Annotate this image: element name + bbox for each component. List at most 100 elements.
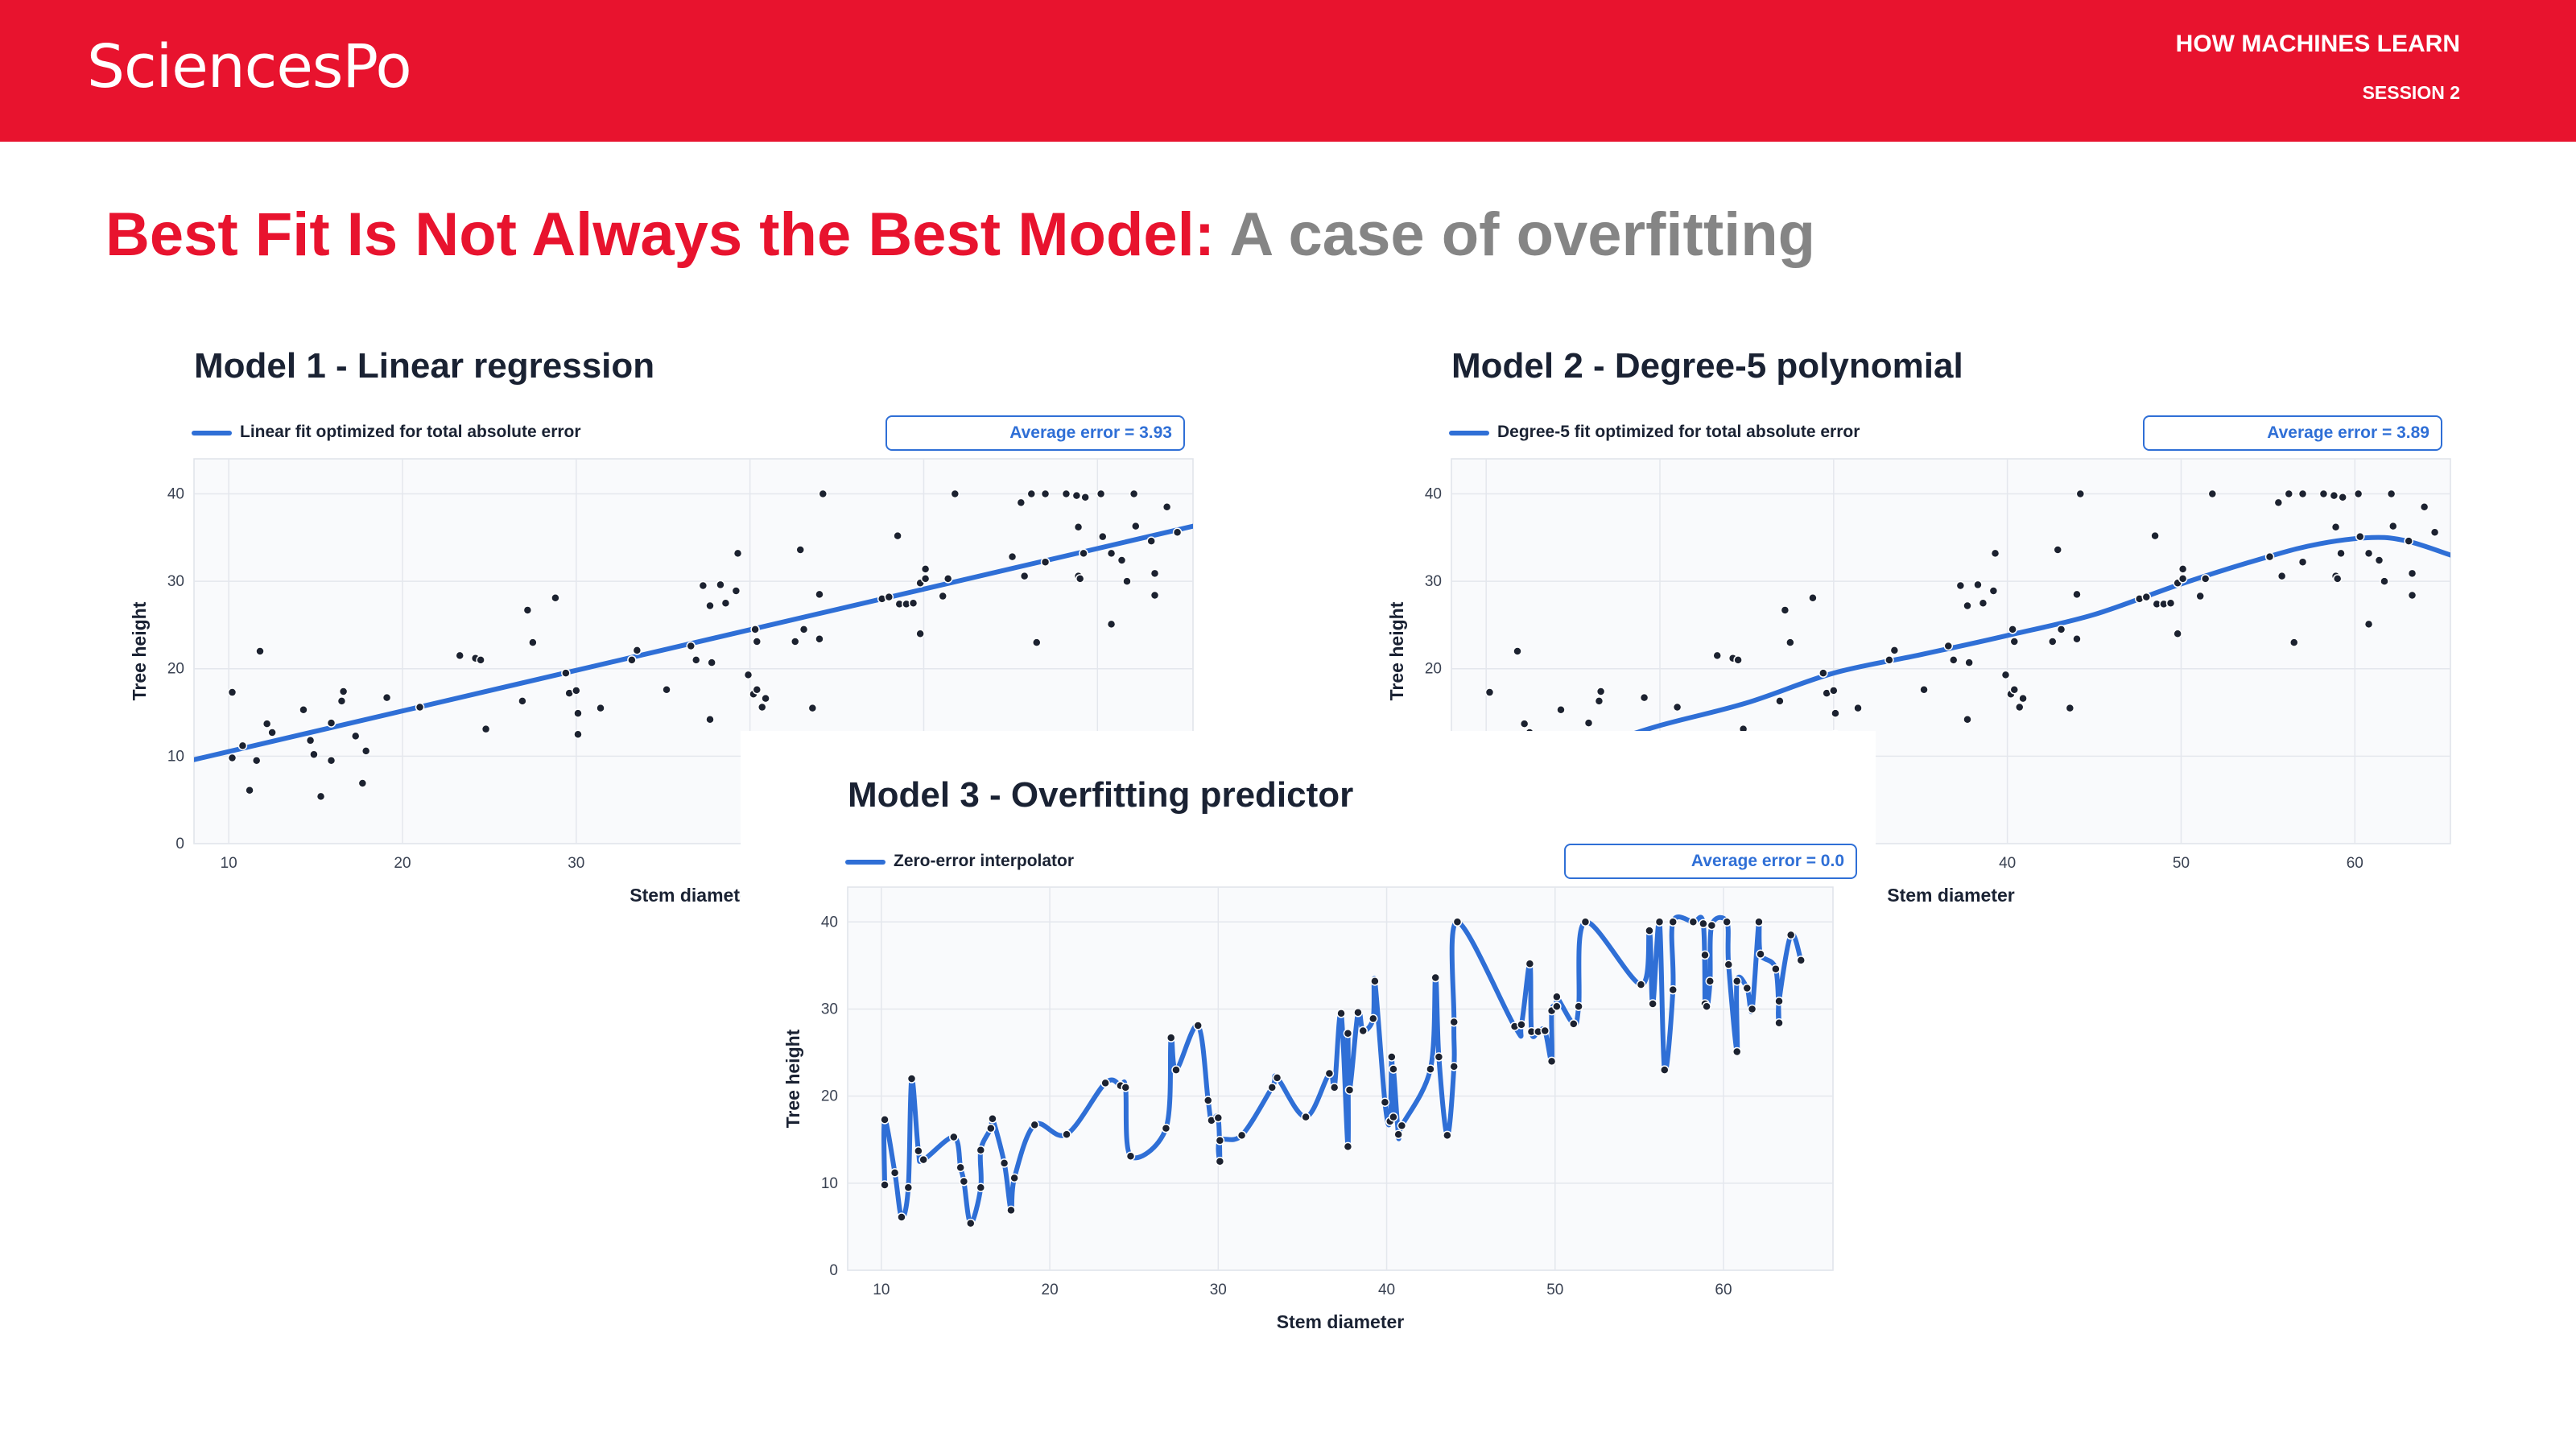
model-3-plot: 10 20 30 40 50 60 0 10 20 30 40 Stem diameter Tree h… [782, 886, 1834, 1332]
y-tick-label: 30 [821, 1001, 838, 1018]
data-point [551, 592, 560, 603]
x-tick-label: 10 [221, 855, 237, 872]
x-tick-label: 30 [568, 855, 584, 872]
data-point [1006, 1205, 1016, 1216]
data-point [1519, 719, 1530, 729]
data-point [336, 696, 347, 706]
data-point [2380, 576, 2389, 586]
data-point [1324, 1068, 1335, 1079]
data-point [662, 685, 671, 695]
data-point [1122, 576, 1132, 586]
data-point [705, 601, 715, 611]
data-point [908, 598, 919, 608]
data-point [1636, 980, 1646, 989]
data-point [1370, 976, 1380, 986]
data-point [1443, 1130, 1452, 1141]
y-axis-label: Tree height [129, 601, 150, 700]
data-point [1098, 531, 1108, 542]
x-tick-label: 60 [1715, 1282, 1732, 1298]
data-point [255, 646, 265, 656]
data-point [326, 718, 336, 728]
model-1-title: Model 1 - Linear regression [194, 346, 655, 386]
x-tick-label: 50 [1546, 1282, 1563, 1298]
plot-background [847, 886, 1834, 1271]
y-tick-label: 20 [821, 1088, 838, 1105]
course-title: HOW MACHINES LEARN [2175, 31, 2460, 57]
data-point [2284, 489, 2294, 499]
data-point [1007, 551, 1018, 562]
x-tick-label: 20 [394, 855, 411, 872]
data-point [698, 580, 708, 591]
x-tick-label: 20 [1042, 1282, 1059, 1298]
data-point [1775, 696, 1785, 706]
data-point [1919, 685, 1929, 695]
data-point [1732, 1046, 1742, 1057]
data-point [1700, 950, 1710, 960]
data-point [1774, 1018, 1784, 1028]
data-point [1452, 917, 1463, 927]
data-point [1963, 601, 1972, 611]
data-point [988, 1114, 997, 1124]
data-point [2141, 592, 2152, 602]
data-point [2330, 522, 2341, 532]
data-point [1988, 586, 1999, 596]
data-point [1546, 1056, 1557, 1067]
y-tick-label: 40 [821, 914, 838, 931]
y-tick-label: 20 [1425, 661, 1442, 678]
data-point [920, 574, 931, 584]
data-point [227, 687, 237, 697]
data-point [897, 1212, 906, 1222]
data-point [1699, 918, 1708, 929]
data-point [1796, 956, 1806, 965]
data-point [1654, 917, 1665, 927]
data-point [596, 703, 605, 713]
data-point [976, 1183, 986, 1192]
data-point [1707, 920, 1717, 931]
data-point [573, 729, 583, 739]
data-point [720, 598, 731, 608]
x-tick-label: 60 [2347, 855, 2363, 872]
data-point [949, 1132, 959, 1142]
data-point [938, 591, 947, 601]
data-point [262, 719, 272, 729]
data-point [1193, 1021, 1203, 1030]
data-point [1368, 1013, 1378, 1024]
data-point [2009, 637, 2020, 646]
data-point [1131, 521, 1141, 531]
data-point [686, 641, 696, 651]
data-point [884, 592, 894, 602]
data-point [691, 655, 701, 665]
data-point [316, 791, 326, 802]
data-point [2015, 702, 2025, 712]
data-point [476, 655, 485, 665]
data-point [2173, 629, 2182, 639]
data-point [1162, 502, 1172, 512]
y-tick-label: 10 [821, 1175, 838, 1192]
data-point [1742, 983, 1752, 993]
data-point [1517, 1020, 1526, 1030]
data-point [2273, 497, 2284, 508]
data-point [1019, 571, 1030, 581]
data-point [528, 638, 538, 647]
data-point [415, 702, 425, 712]
x-tick-label: 40 [1999, 855, 2016, 872]
data-point [1818, 668, 1828, 678]
data-point [707, 658, 716, 667]
data-point [1075, 574, 1085, 584]
y-tick-label: 40 [167, 485, 184, 502]
data-point [2072, 634, 2082, 644]
data-point [1030, 1120, 1039, 1130]
data-point [1032, 638, 1042, 647]
data-point [1648, 999, 1657, 1009]
data-point [2008, 625, 2017, 634]
data-point [943, 574, 953, 584]
model-1-legend: Linear fit optimized for total absolute … [240, 423, 581, 441]
data-point [1660, 1065, 1670, 1075]
legend-line-icon [845, 860, 886, 865]
model-3-title: Model 3 - Overfitting predictor [848, 775, 1354, 815]
data-point [1079, 548, 1088, 559]
data-point [522, 605, 533, 615]
model-2-legend: Degree-5 fit optimized for total absolut… [1497, 423, 1860, 441]
data-point [1580, 917, 1591, 927]
data-point [2363, 548, 2374, 559]
